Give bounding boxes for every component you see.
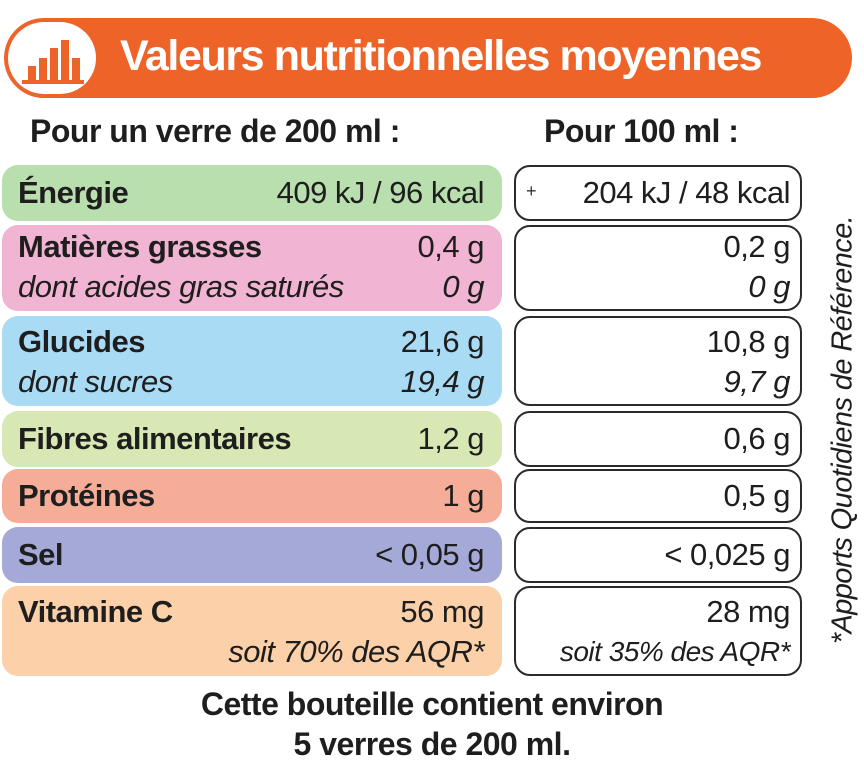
row-label: Sel — [18, 537, 64, 572]
row-matieres-grasses: Matières grasses 0,4 g dont acides gras … — [2, 225, 502, 311]
row-sub-value-per-100ml: 0 g — [748, 269, 790, 304]
row-sub-value-per-glass: soit 70% des AQR* — [228, 634, 484, 669]
cell-matieres-grasses-per-100ml: 0,2 g 0 g — [514, 225, 802, 311]
row-sub-label: dont acides gras saturés — [18, 269, 344, 304]
row-value-per-glass: < 0,05 g — [375, 537, 484, 572]
row-glucides: Glucides 21,6 g dont sucres 19,4 g — [2, 316, 502, 406]
row-sel: Sel < 0,05 g — [2, 527, 502, 583]
row-sub-value-per-glass: 19,4 g — [400, 364, 485, 399]
table-title: Valeurs nutritionnelles moyennes — [120, 32, 762, 80]
row-value-per-100ml: 0,6 g — [723, 421, 791, 456]
row-value-per-glass: 409 kJ / 96 kcal — [276, 175, 485, 210]
row-label: Protéines — [18, 478, 155, 513]
row-label: Énergie — [18, 175, 129, 210]
row-value-per-100ml: 0,5 g — [723, 478, 791, 513]
row-value-per-glass: 1 g — [442, 478, 484, 513]
row-sub-label: dont sucres — [18, 364, 173, 399]
row-value-per-glass: 1,2 g — [417, 421, 485, 456]
reference-note: *Apports Quotidiens de Référence. — [826, 170, 860, 690]
column-header-per-glass: Pour un verre de 200 ml : — [30, 113, 400, 149]
plus-sign-icon: + — [526, 181, 537, 201]
row-vitamine-c: Vitamine C 56 mg soit 70% des AQR* — [2, 586, 502, 676]
header-banner: Valeurs nutritionnelles moyennes — [4, 18, 852, 98]
row-value-per-100ml: < 0,025 g — [664, 537, 790, 572]
row-label: Vitamine C — [18, 594, 173, 629]
row-energie: Énergie 409 kJ / 96 kcal — [2, 165, 502, 221]
footer-line-1: Cette bouteille contient environ — [200, 686, 664, 722]
row-value-per-glass: 56 mg — [400, 594, 484, 629]
cell-energie-per-100ml: + 204 kJ / 48 kcal — [514, 165, 802, 221]
row-value-per-glass: 21,6 g — [400, 324, 485, 359]
row-label: Matières grasses — [18, 229, 262, 264]
footer-line-2: 5 verres de 200 ml. — [293, 726, 571, 762]
row-label: Fibres alimentaires — [18, 421, 292, 456]
cell-sel-per-100ml: < 0,025 g — [514, 527, 802, 583]
row-sub-value-per-100ml: 9,7 g — [723, 364, 791, 399]
row-sub-value-per-glass: 0 g — [442, 269, 484, 304]
bar-chart-icon — [22, 40, 84, 84]
row-value-per-glass: 0,4 g — [417, 229, 485, 264]
column-header-per-100ml: Pour 100 ml : — [544, 113, 739, 149]
cell-proteines-per-100ml: 0,5 g — [514, 469, 802, 523]
cell-vitamine-c-per-100ml: 28 mg soit 35% des AQR* — [514, 586, 802, 676]
row-value-per-100ml: 10,8 g — [706, 324, 791, 359]
reference-note-text: *Apports Quotidiens de Référence. — [826, 215, 859, 645]
row-fibres: Fibres alimentaires 1,2 g — [2, 411, 502, 467]
row-proteines: Protéines 1 g — [2, 469, 502, 523]
row-sub-value-per-100ml: soit 35% des AQR* — [559, 636, 791, 667]
row-label: Glucides — [18, 324, 145, 359]
row-value-per-100ml: 28 mg — [706, 594, 790, 629]
row-value-per-100ml: 0,2 g — [723, 229, 791, 264]
logo-badge — [8, 22, 96, 94]
cell-glucides-per-100ml: 10,8 g 9,7 g — [514, 316, 802, 406]
cell-fibres-per-100ml: 0,6 g — [514, 411, 802, 467]
row-value-per-100ml: 204 kJ / 48 kcal — [582, 175, 791, 210]
